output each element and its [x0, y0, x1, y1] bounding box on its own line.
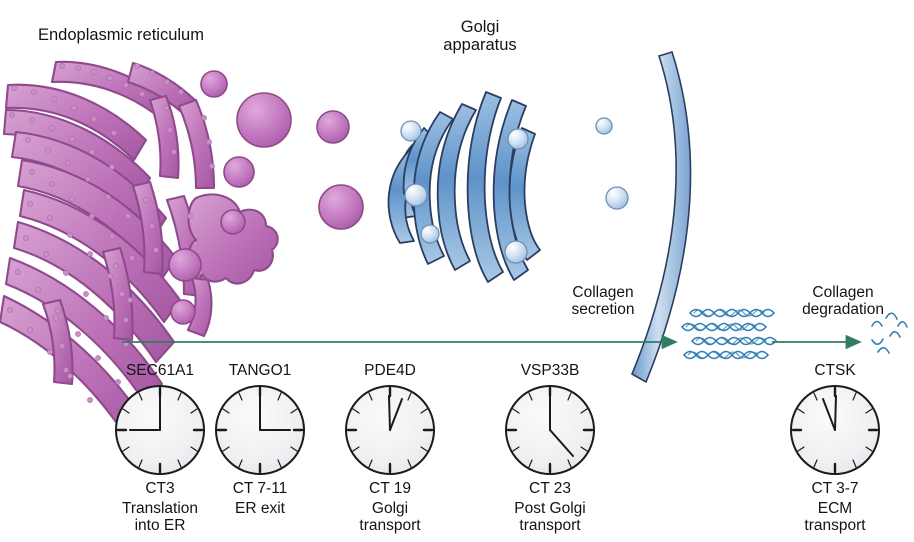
- gene-label-vsp33b: VSP33B: [520, 362, 580, 379]
- process-label-vsp33b: Post Golgi transport: [514, 500, 586, 535]
- process-label-tango1: ER exit: [235, 500, 285, 517]
- clock-tango1[interactable]: [215, 385, 305, 475]
- ct-label-tango1: CT 7-11: [232, 480, 288, 497]
- golgi-apparatus: [387, 91, 541, 283]
- organelle-label-er: Endoplasmic reticulum: [38, 26, 204, 44]
- golgi-vesicles: [400, 117, 629, 264]
- gene-label-pde4d: PDE4D: [364, 362, 416, 379]
- process-label-ctsk: ECM transport: [804, 500, 866, 535]
- gene-label-sec61a1: SEC61A1: [125, 362, 195, 379]
- process-label-pde4d: Golgi transport: [359, 500, 421, 535]
- clock-ctsk[interactable]: [790, 385, 880, 475]
- flow-label-collagen-degradation: Collagen degradation: [802, 284, 884, 319]
- flow-label-collagen-secretion: Collagen secretion: [571, 284, 635, 319]
- plasma-membrane: [630, 51, 692, 384]
- ct-label-ctsk: CT 3-7: [811, 480, 859, 497]
- gene-label-ctsk: CTSK: [814, 362, 856, 379]
- process-label-sec61a1: Translation into ER: [121, 500, 199, 535]
- ct-label-sec61a1: CT3: [145, 480, 175, 497]
- er-vesicles: [168, 70, 364, 325]
- organelle-label-golgi: Golgi apparatus: [443, 18, 517, 55]
- ribosomes: [7, 63, 215, 403]
- ct-label-pde4d: CT 19: [369, 480, 411, 497]
- collagen-fibrils: [681, 308, 777, 360]
- collagen-fragments: [871, 312, 908, 354]
- clock-group: [115, 385, 880, 475]
- clock-vsp33b[interactable]: [505, 385, 595, 475]
- clock-sec61a1[interactable]: [115, 385, 205, 475]
- endoplasmic-reticulum: [0, 60, 364, 440]
- ct-label-vsp33b: CT 23: [529, 480, 571, 497]
- gene-label-tango1: TANGO1: [228, 362, 292, 379]
- clock-pde4d[interactable]: [345, 385, 435, 475]
